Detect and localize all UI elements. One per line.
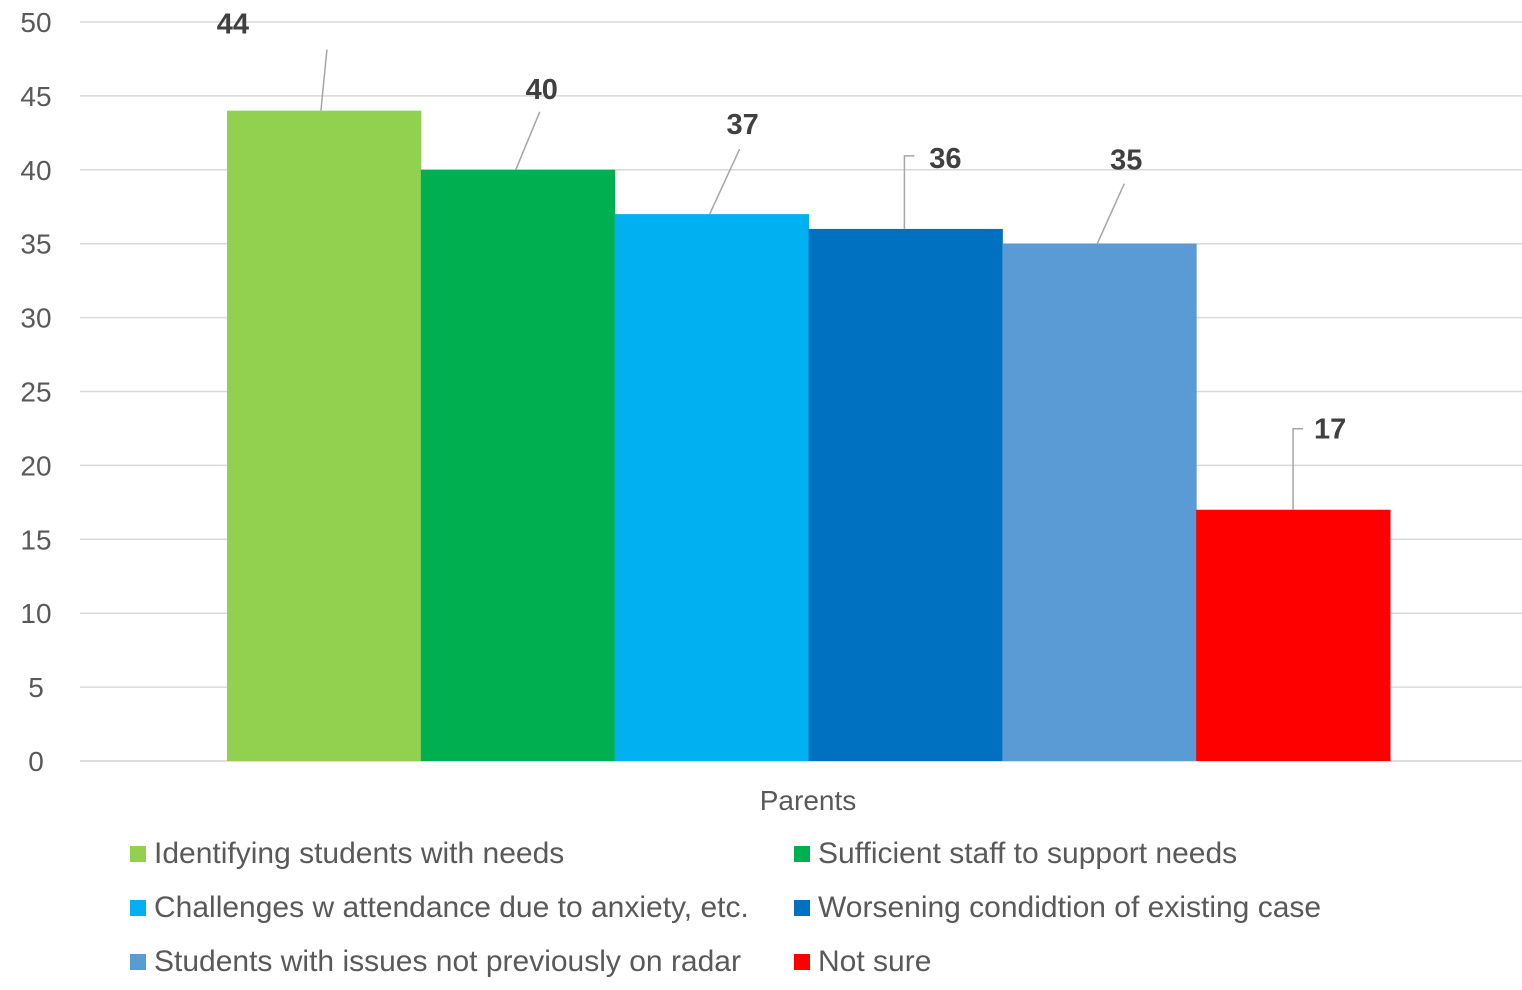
- legend-swatch: [130, 846, 146, 862]
- y-tick-label: 5: [28, 672, 44, 703]
- legend-item-sufficient-staff: Sufficient staff to support needs: [794, 837, 1414, 870]
- legend-swatch: [794, 954, 810, 970]
- legend-label: Identifying students with needs: [154, 837, 565, 870]
- bars: [227, 110, 1391, 762]
- y-tick-label: 40: [20, 155, 51, 186]
- legend-label: Sufficient staff to support needs: [818, 837, 1238, 870]
- legend-swatch: [794, 846, 810, 862]
- data-label-leader: [320, 49, 328, 111]
- data-label-leader: [1096, 183, 1125, 245]
- bar: [420, 169, 616, 762]
- y-tick-label: 30: [20, 303, 51, 334]
- y-tick-label: 15: [20, 524, 51, 555]
- legend-item-worsening: Worsening condidtion of existing case: [794, 891, 1414, 924]
- legend-item-identifying: Identifying students with needs: [130, 837, 794, 870]
- data-label: 35: [1110, 145, 1142, 177]
- legend-label: Not sure: [818, 945, 932, 978]
- bar: [1002, 243, 1197, 761]
- data-label-leader: [1292, 427, 1304, 510]
- legend: Identifying students with needs Sufficie…: [130, 837, 1430, 978]
- y-tick-label: 35: [20, 229, 51, 260]
- y-tick-label: 45: [20, 81, 51, 112]
- data-label: 40: [526, 74, 558, 106]
- x-category-label: Parents: [760, 785, 857, 816]
- data-labels: 44 40 37 36 35 17: [217, 9, 1346, 446]
- data-label: 36: [929, 143, 961, 175]
- data-label: 37: [726, 109, 758, 141]
- data-label-leader: [903, 155, 915, 229]
- legend-item-attendance: Challenges w attendance due to anxiety, …: [130, 891, 794, 924]
- y-tick-label: 10: [20, 598, 51, 629]
- bar: [614, 214, 809, 761]
- y-tick-label: 50: [20, 7, 51, 38]
- data-label: 44: [217, 9, 249, 41]
- legend-swatch: [130, 900, 146, 916]
- y-tick-label: 25: [20, 377, 51, 408]
- legend-item-not-sure: Not sure: [794, 945, 1414, 978]
- y-axis-ticks: 0 5 10 15 20 25 30 35 40 45 50: [20, 7, 51, 777]
- bar: [808, 228, 1003, 762]
- data-label: 17: [1314, 414, 1346, 446]
- data-label-leaders: [320, 49, 1304, 510]
- data-label-leader: [515, 111, 541, 171]
- y-tick-label: 0: [28, 746, 44, 777]
- legend-label: Students with issues not previously on r…: [154, 945, 741, 978]
- bar: [1196, 509, 1391, 761]
- legend-label: Worsening condidtion of existing case: [818, 891, 1322, 924]
- data-label-leader: [708, 148, 741, 215]
- legend-swatch: [130, 954, 146, 970]
- bar-chart: 0 5 10 15 20 25 30 35 40 45 50 44 40 37 36 35 17 Parent…: [20, 7, 1522, 816]
- legend-label: Challenges w attendance due to anxiety, …: [154, 891, 749, 924]
- bar: [227, 110, 422, 762]
- y-tick-label: 20: [20, 450, 51, 481]
- legend-item-not-on-radar: Students with issues not previously on r…: [130, 945, 794, 978]
- legend-swatch: [794, 900, 810, 916]
